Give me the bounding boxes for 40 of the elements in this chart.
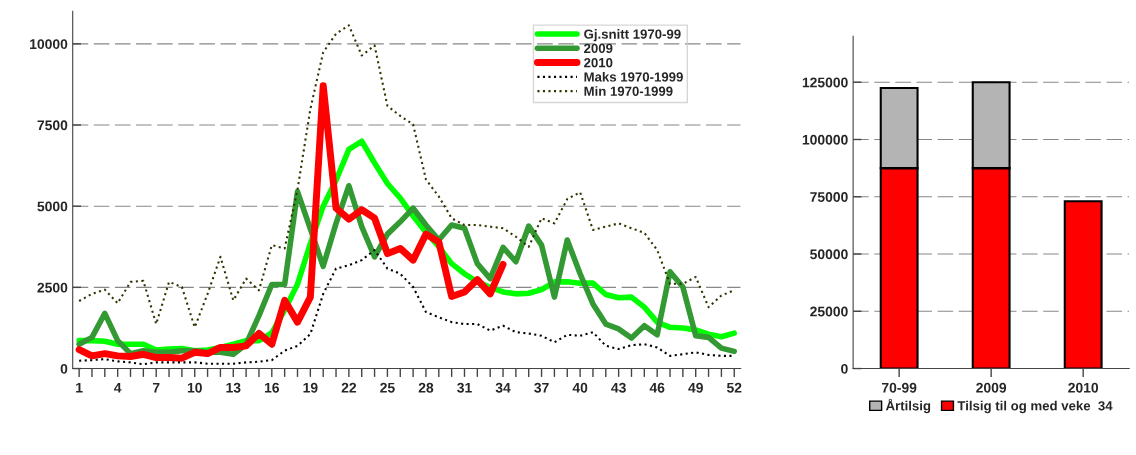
x-tick-label: 2010 xyxy=(1068,382,1099,393)
y-tick-label: 125000 xyxy=(802,77,848,88)
y-tick-label: 75000 xyxy=(810,192,848,202)
legend-label: 2010 xyxy=(584,57,613,68)
y-tick-label: 10000 xyxy=(30,39,68,50)
x-tick-label: 19 xyxy=(303,382,318,393)
bar xyxy=(1063,200,1103,369)
x-tick-label: 37 xyxy=(534,382,549,393)
x-tick-label: 28 xyxy=(418,382,434,393)
x-tick-label: 10 xyxy=(187,382,202,393)
legend-label: Tilsig til og med veke 34 xyxy=(957,400,1113,414)
x-tick-label: 7 xyxy=(152,382,160,393)
x-tick-label: 31 xyxy=(457,382,472,393)
y-tick-label: 100000 xyxy=(802,134,848,145)
y-tick-label: 0 xyxy=(60,363,68,374)
x-tick-label: 25 xyxy=(380,382,395,393)
legend-label: Maks 1970-1999 xyxy=(584,71,683,82)
x-tick-label: 16 xyxy=(264,382,280,393)
legend-label: Gj.snitt 1970-99 xyxy=(584,29,681,42)
x-tick-label: 49 xyxy=(688,382,703,393)
x-tick-label: 13 xyxy=(226,382,241,393)
y-tick-label: 5000 xyxy=(37,201,68,212)
y-tick-label: 0 xyxy=(841,363,848,374)
legend-label: Min 1970-1999 xyxy=(584,86,673,96)
x-tick-label: 34 xyxy=(495,382,511,393)
y-tick-label: 50000 xyxy=(810,249,848,260)
y-tick-label: 7500 xyxy=(37,120,68,131)
x-tick-label: 46 xyxy=(649,382,665,393)
y-tick-label: 25000 xyxy=(810,306,848,317)
x-tick-label: 52 xyxy=(726,382,742,393)
y-tick-label: 2500 xyxy=(37,282,68,293)
x-tick-label: 2009 xyxy=(976,382,1007,393)
legend-label: Årtilsig xyxy=(885,398,931,414)
x-tick-label: 40 xyxy=(572,382,588,393)
x-tick-label: 1 xyxy=(76,382,83,393)
x-tick-label: 22 xyxy=(341,382,357,393)
x-tick-label: 43 xyxy=(611,382,626,393)
x-tick-label: 70-99 xyxy=(881,382,917,393)
x-tick-label: 4 xyxy=(114,382,122,393)
legend-label: 2009 xyxy=(584,43,613,54)
